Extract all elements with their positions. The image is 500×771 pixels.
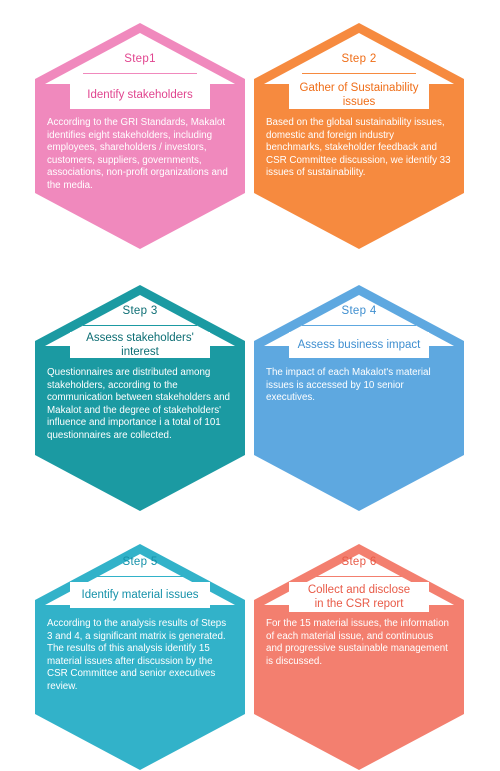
- hexagon-shape: [254, 23, 464, 249]
- step-6-hexagon: Step 6 Collect and disclose in the CSR r…: [254, 544, 464, 770]
- step-label: Step 2: [341, 53, 377, 65]
- step-title: Gather of Sustainability issues: [289, 81, 429, 109]
- step-divider: [302, 576, 416, 577]
- step-1-hexagon: Step1 Identify stakeholders According to…: [35, 23, 245, 249]
- step-5-hexagon: Step 5 Identify material issues Accordin…: [35, 544, 245, 770]
- step-description: Based on the global sustainability issue…: [266, 117, 451, 179]
- step-label: Step 4: [341, 305, 377, 317]
- step-divider: [83, 576, 197, 577]
- step-divider: [83, 325, 197, 326]
- step-label: Step 3: [122, 305, 158, 317]
- step-divider: [83, 73, 197, 74]
- step-divider: [302, 73, 416, 74]
- step-description: Questionnaires are distributed among sta…: [47, 367, 230, 441]
- step-title: Assess business impact: [289, 332, 429, 358]
- step-title: Identify material issues: [70, 582, 210, 608]
- step-label: Step 6: [341, 556, 377, 568]
- step-title: Identify stakeholders: [70, 81, 210, 109]
- step-title: Collect and disclose in the CSR report: [289, 582, 429, 612]
- step-description: According to the GRI Standards, Makalot …: [47, 117, 228, 191]
- step-label: Step1: [124, 53, 156, 65]
- step-4-hexagon: Step 4 Assess business impact The impact…: [254, 285, 464, 511]
- step-3-hexagon: Step 3 Assess stakeholders' interest Que…: [35, 285, 245, 511]
- step-title: Assess stakeholders' interest: [70, 332, 210, 358]
- step-description: According to the analysis results of Ste…: [47, 618, 227, 692]
- step-divider: [302, 325, 416, 326]
- step-description: For the 15 material issues, the informat…: [266, 618, 449, 667]
- step-description: The impact of each Makalot's material is…: [266, 367, 431, 404]
- hexagon-shape: [35, 23, 245, 249]
- step-label: Step 5: [122, 556, 158, 568]
- step-2-hexagon: Step 2 Gather of Sustainability issues B…: [254, 23, 464, 249]
